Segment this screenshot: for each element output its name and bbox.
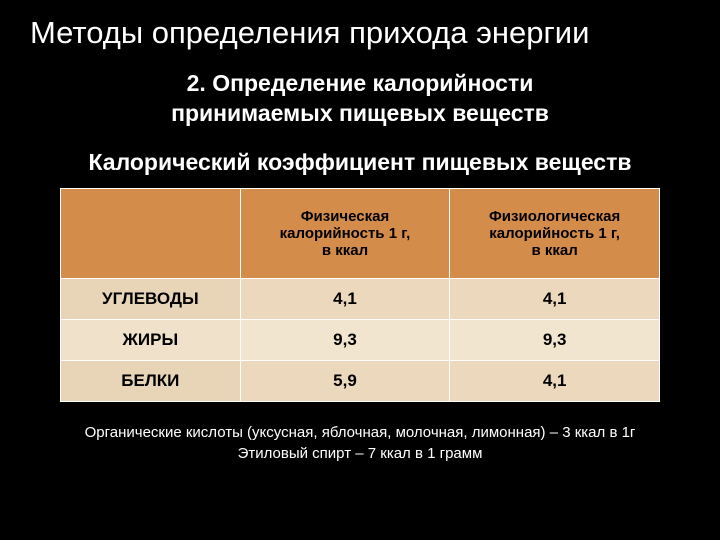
header-physical-line3: в ккал [322,242,368,259]
table-row: УГЛЕВОДЫ 4,1 4,1 [61,278,660,319]
footnote: Органические кислоты (уксусная, яблочная… [30,422,690,464]
subtitle-line-2: принимаемых пищевых веществ [171,100,549,126]
header-physical-line2: калорийность 1 г, [280,225,411,242]
main-title: Методы определения прихода энергии [30,15,690,51]
calorie-table: Физическая калорийность 1 г, в ккал Физи… [60,188,660,402]
header-physiological-line2: калорийность 1 г, [489,225,620,242]
proteins-physiological: 4,1 [450,360,660,401]
row-label-fats: ЖИРЫ [61,319,241,360]
header-physiological-line3: в ккал [531,242,577,259]
carbs-physical: 4,1 [240,278,450,319]
row-label-proteins: БЕЛКИ [61,360,241,401]
header-empty [61,188,241,278]
subtitle-line-1: 2. Определение калорийности [187,70,534,96]
header-physical-line1: Физическая [301,208,390,225]
carbs-physiological: 4,1 [450,278,660,319]
proteins-physical: 5,9 [240,360,450,401]
header-physiological-line1: Физиологическая [489,208,620,225]
table-row: ЖИРЫ 9,3 9,3 [61,319,660,360]
table-row: БЕЛКИ 5,9 4,1 [61,360,660,401]
header-physiological: Физиологическая калорийность 1 г, в ккал [450,188,660,278]
row-label-carbs: УГЛЕВОДЫ [61,278,241,319]
subtitle: 2. Определение калорийности принимаемых … [30,69,690,129]
header-physical: Физическая калорийность 1 г, в ккал [240,188,450,278]
table-title: Калорический коэффициент пищевых веществ [30,149,690,176]
footnote-line-1: Органические кислоты (уксусная, яблочная… [85,424,636,441]
fats-physical: 9,3 [240,319,450,360]
fats-physiological: 9,3 [450,319,660,360]
footnote-line-2: Этиловый спирт – 7 ккал в 1 грамм [238,445,483,462]
